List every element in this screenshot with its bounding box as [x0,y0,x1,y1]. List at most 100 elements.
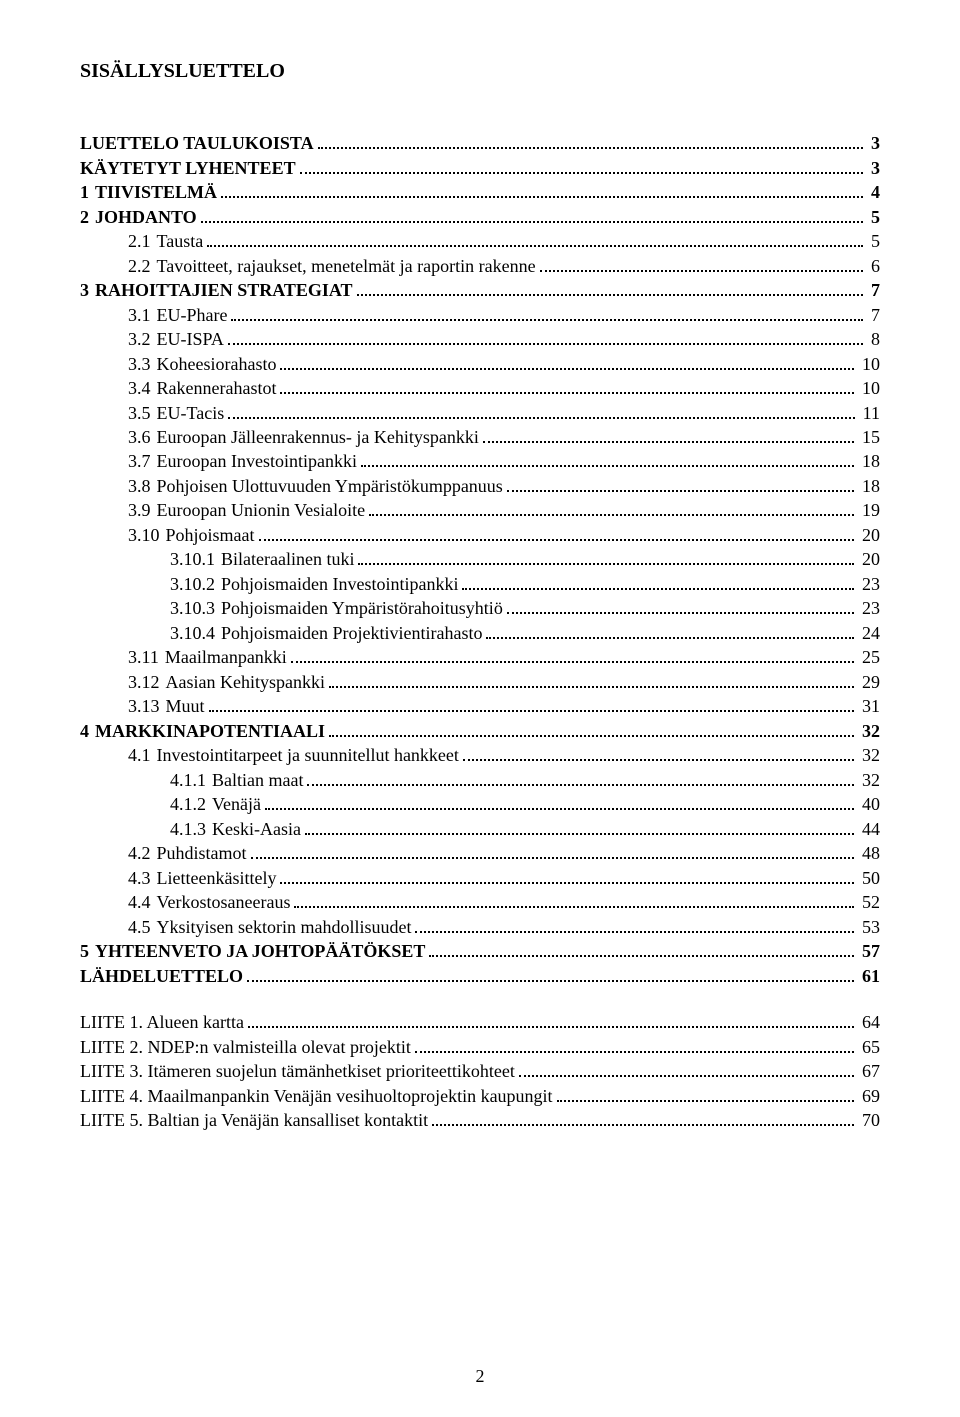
toc-leader-dots [463,743,854,761]
toc-entry-page: 50 [858,866,880,890]
toc-entry: 4.1.2Venäjä40 [170,792,880,816]
toc-entry-number: 3.5 [128,401,157,425]
toc-entry-page: 25 [858,645,880,669]
toc-leader-dots [507,596,854,614]
toc-entry-label: TIIVISTELMÄ [95,180,217,204]
toc-leader-dots [415,1034,854,1052]
toc-leader-dots [228,400,854,418]
toc-entry-number: 3.10.1 [170,547,221,571]
toc-leader-dots [231,302,863,320]
appendix-entry: LIITE 2. NDEP:n valmisteilla olevat proj… [80,1034,880,1058]
toc-entry-page: 32 [858,719,880,743]
toc-entry: 3.1EU-Phare7 [128,302,880,326]
toc-entry-number: 3.3 [128,352,157,376]
toc-entry: 3.10.1Bilateraalinen tuki20 [170,547,880,571]
toc-entry-page: 29 [858,670,880,694]
toc-leader-dots [486,621,854,639]
appendix-entry-label: LIITE 5. Baltian ja Venäjän kansalliset … [80,1108,428,1132]
toc-entry: KÄYTETYT LYHENTEET3 [80,155,880,179]
toc-leader-dots [358,547,854,565]
toc-entry: 4.1Investointitarpeet ja suunnitellut ha… [128,743,880,767]
toc-entry-page: 3 [867,131,880,155]
toc-entry-page: 8 [867,327,880,351]
toc-leader-dots [329,670,854,688]
toc-entry-page: 52 [858,890,880,914]
toc-entry-number: 3.9 [128,498,157,522]
toc-leader-dots [300,155,863,173]
toc-leader-dots [519,1059,854,1077]
toc-entry-label: Aasian Kehityspankki [166,670,325,694]
toc-entry: 4.1.3Keski-Aasia44 [170,817,880,841]
toc-leader-dots [329,719,854,737]
toc-entry: 3.8Pohjoisen Ulottuvuuden Ympäristökumpp… [128,474,880,498]
toc-entry-number: 4.1.1 [170,768,212,792]
toc-entry-number: 3.1 [128,303,157,327]
toc-entry: 3.10.3Pohjoismaiden Ympäristörahoitusyht… [170,596,880,620]
toc-leader-dots [280,866,854,884]
toc-entry-label: Koheesiorahasto [157,352,277,376]
toc-entry-number: 3.13 [128,694,166,718]
toc-entry-number: 3.6 [128,425,157,449]
toc-entry-number: 2 [80,205,95,229]
toc-entry-page: 15 [858,425,880,449]
toc-leader-dots [221,180,863,198]
toc-leader-dots [429,939,854,957]
toc-entry: 3.5EU-Tacis11 [128,400,880,424]
toc-entry-label: RAHOITTAJIEN STRATEGIAT [95,278,353,302]
toc-entry: 3.9Euroopan Unionin Vesialoite19 [128,498,880,522]
toc-leader-dots [318,131,863,149]
toc-entry: 4.4Verkostosaneeraus52 [128,890,880,914]
toc-entry-page: 57 [858,939,880,963]
toc-leader-dots [307,768,854,786]
toc-entry-page: 61 [858,964,880,988]
toc-entry: 2.1Tausta5 [128,229,880,253]
toc-leader-dots [228,327,863,345]
toc-entry: 5YHTEENVETO JA JOHTOPÄÄTÖKSET57 [80,939,880,963]
appendix-entry: LIITE 1. Alueen kartta64 [80,1010,880,1034]
toc-entry-number: 3.11 [128,645,165,669]
toc-entry-label: Euroopan Unionin Vesialoite [157,498,366,522]
toc-entry-number: 1 [80,180,95,204]
toc-entry-number: 4.4 [128,890,157,914]
toc-entry-page: 18 [858,474,880,498]
toc-entry: 4.3Lietteenkäsittely50 [128,866,880,890]
toc-leader-dots [483,425,854,443]
toc-entry-number: 4.1.3 [170,817,212,841]
toc-entry: 3.11Maailmanpankki25 [128,645,880,669]
toc-entry-page: 7 [867,278,880,302]
toc-leader-dots [201,204,863,222]
toc-leader-dots [507,474,854,492]
toc-entry-label: Tavoitteet, rajaukset, menetelmät ja rap… [157,254,536,278]
appendix-entry: LIITE 5. Baltian ja Venäjän kansalliset … [80,1108,880,1132]
toc-leader-dots [294,890,854,908]
toc-entry-label: Pohjoismaat [166,523,255,547]
toc-entry-number: 3.4 [128,376,157,400]
appendix-entry: LIITE 4. Maailmanpankin Venäjän vesihuol… [80,1083,880,1107]
toc-entry-number: 3.10.2 [170,572,221,596]
toc-entry-page: 6 [867,254,880,278]
table-of-contents: LUETTELO TAULUKOISTA3KÄYTETYT LYHENTEET3… [80,131,880,988]
toc-entry-number: 4.1 [128,743,157,767]
toc-leader-dots [280,351,854,369]
page-number: 2 [0,1366,960,1387]
toc-entry-page: 32 [858,743,880,767]
toc-entry-page: 10 [858,352,880,376]
toc-entry: 3.4Rakennerahastot10 [128,376,880,400]
toc-entry-page: 11 [859,401,880,425]
appendix-list: LIITE 1. Alueen kartta64LIITE 2. NDEP:n … [80,1010,880,1132]
page-title: SISÄLLYSLUETTELO [80,60,880,83]
toc-entry-number: 2.2 [128,254,157,278]
toc-entry-label: JOHDANTO [95,205,197,229]
toc-entry-page: 23 [858,572,880,596]
toc-entry: LUETTELO TAULUKOISTA3 [80,131,880,155]
toc-entry-label: Keski-Aasia [212,817,301,841]
toc-leader-dots [291,645,854,663]
toc-entry-number: 4.3 [128,866,157,890]
appendix-entry-label: LIITE 4. Maailmanpankin Venäjän vesihuol… [80,1084,553,1108]
document-page: SISÄLLYSLUETTELO LUETTELO TAULUKOISTA3KÄ… [0,0,960,1417]
toc-entry-number: 3.10 [128,523,166,547]
toc-entry-page: 40 [858,792,880,816]
toc-entry: 2.2Tavoitteet, rajaukset, menetelmät ja … [128,253,880,277]
toc-leader-dots [305,817,854,835]
toc-entry: 3.10.2Pohjoismaiden Investointipankki23 [170,572,880,596]
